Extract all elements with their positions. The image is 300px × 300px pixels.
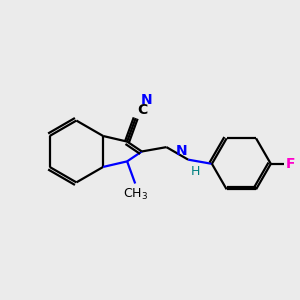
Text: N: N [140, 93, 152, 107]
Text: H: H [190, 165, 200, 178]
Text: CH$_3$: CH$_3$ [123, 187, 148, 202]
Text: N: N [176, 144, 188, 158]
Text: F: F [286, 157, 295, 171]
Text: C: C [137, 103, 147, 117]
